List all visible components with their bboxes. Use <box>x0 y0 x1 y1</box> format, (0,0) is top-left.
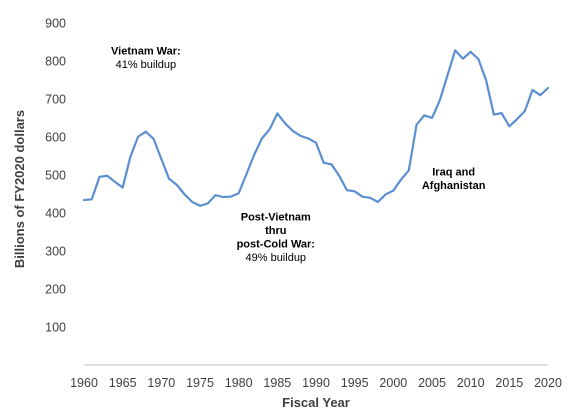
x-tick-label: 2015 <box>495 376 523 390</box>
annotations: Vietnam War: 41% buildup Post-Vietnam thrup… <box>111 45 486 263</box>
y-tick-label: 300 <box>45 245 66 259</box>
x-tick-label: 1995 <box>341 376 369 390</box>
x-tick-label: 1970 <box>147 376 175 390</box>
y-tick-label: 700 <box>45 93 66 107</box>
series-line <box>82 49 550 207</box>
x-tick-label: 1980 <box>225 376 253 390</box>
annotation-line: thru <box>265 225 286 237</box>
x-tick-label: 1975 <box>186 376 214 390</box>
annotation-line: Iraq and <box>432 166 475 178</box>
y-tick-label: 200 <box>45 283 66 297</box>
x-axis-title: Fiscal Year <box>282 395 350 410</box>
x-tick-label: 2000 <box>379 376 407 390</box>
y-axis-title: Billions of FY2020 dollars <box>12 110 27 268</box>
y-tick-label: 500 <box>45 169 66 183</box>
y-tick-label: 900 <box>45 17 66 31</box>
annotation-line: Post-Vietnam <box>241 211 311 223</box>
annotation-line: 49% buildup <box>246 252 307 264</box>
x-tick-label: 1965 <box>109 376 137 390</box>
x-tick-label: 2010 <box>457 376 485 390</box>
y-tick-label: 600 <box>45 131 66 145</box>
x-tick-label: 1990 <box>302 376 330 390</box>
y-tick-label: 800 <box>45 55 66 69</box>
y-tick-label: 100 <box>45 321 66 335</box>
x-tick-label: 2020 <box>534 376 562 390</box>
annotation-line: 41% buildup <box>116 59 177 71</box>
x-tick-label: 1985 <box>263 376 291 390</box>
y-axis-ticks: 100 200 300 400 500 600 700 800 900 <box>45 17 66 335</box>
annotation-line: post-Cold War: <box>237 238 315 250</box>
x-tick-label: 2005 <box>418 376 446 390</box>
annotation-line: Vietnam War: <box>111 45 181 57</box>
x-tick-label: 1960 <box>70 376 98 390</box>
y-tick-label: 400 <box>45 207 66 221</box>
annotation-line: Afghanistan <box>422 180 486 192</box>
x-axis-ticks: 1960 1965 1970 1975 1980 1985 1990 1995 2000 2005… <box>70 376 562 390</box>
